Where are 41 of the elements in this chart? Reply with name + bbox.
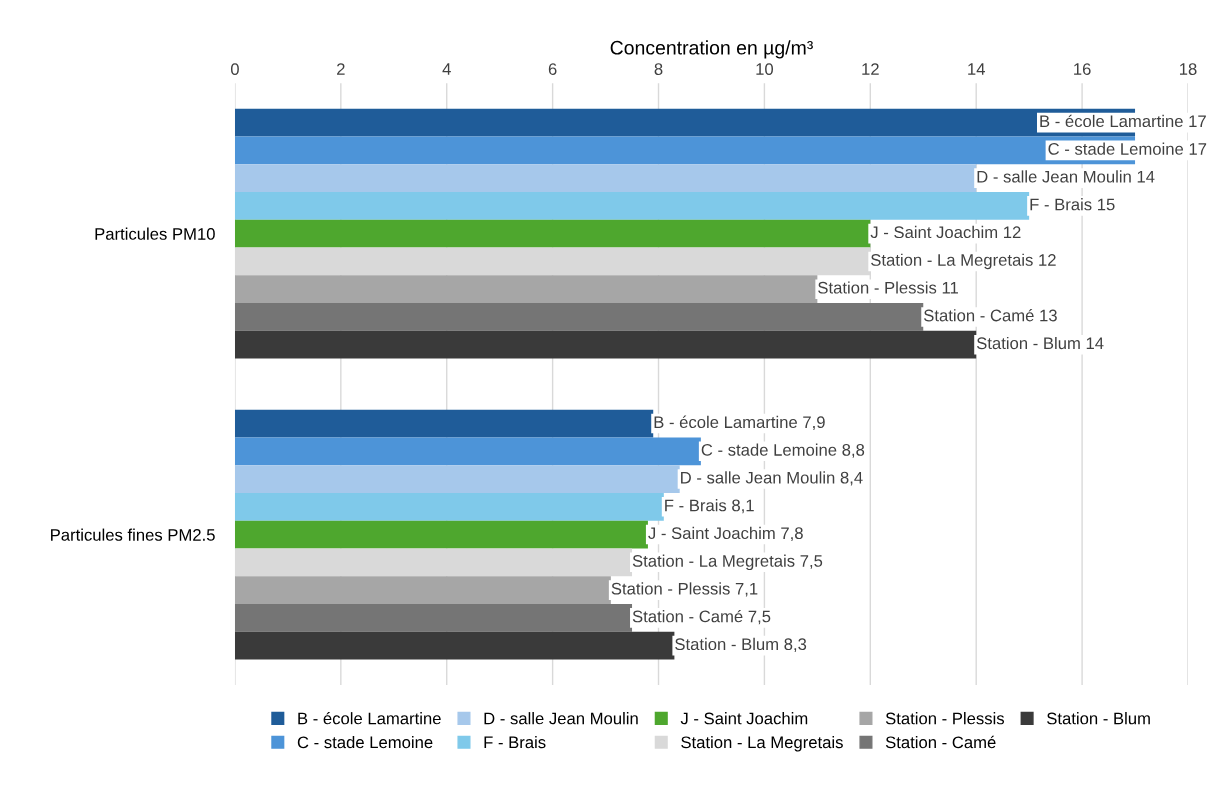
data-label: D - salle Jean Moulin 8,4 bbox=[681, 471, 863, 486]
x-tick-label: 2 bbox=[337, 63, 345, 75]
data-label: Station - La Megretais 7,5 bbox=[632, 554, 823, 571]
data-label: B - école Lamartine 17 bbox=[1040, 114, 1206, 128]
data-label: D - salle Jean Moulin 14 bbox=[977, 170, 1155, 183]
x-tick-label: 14 bbox=[968, 63, 985, 75]
legend-label: Station - Plessis bbox=[885, 712, 1005, 725]
data-label: C - stade Lemoine 8,8 bbox=[701, 443, 865, 458]
data-label: F - Brais 15 bbox=[1030, 198, 1115, 211]
x-tick-label: 8 bbox=[654, 63, 663, 75]
y-tick-label: Particules PM10 bbox=[95, 227, 215, 240]
data-label: Station - Blum 8,3 bbox=[675, 637, 807, 653]
data-label: F - Brais 8,1 bbox=[665, 499, 754, 514]
legend-label: Station - Blum bbox=[1047, 712, 1150, 725]
x-tick-label: 0 bbox=[230, 63, 239, 75]
x-tick-label: 12 bbox=[862, 63, 879, 75]
data-label: Station - Camé 7,5 bbox=[632, 609, 771, 625]
data-label: Station - Plessis 11 bbox=[818, 281, 958, 294]
data-label: Station - La Megretais 12 bbox=[871, 253, 1056, 270]
data-label: Station - Blum 14 bbox=[976, 336, 1104, 350]
x-tick-label: 10 bbox=[756, 63, 774, 75]
bar bbox=[234, 492, 664, 521]
y-tick-label: Particules fines PM2.5 bbox=[51, 528, 215, 541]
data-label: C - stade Lemoine 17 bbox=[1048, 142, 1207, 155]
data-label: Station - Camé 13 bbox=[924, 308, 1057, 322]
legend-label: Station - La Megretais bbox=[681, 735, 843, 752]
x-tick-label: 16 bbox=[1074, 63, 1091, 75]
legend-label: Station - Camé bbox=[885, 735, 996, 749]
data-label: J - Saint Joachim 12 bbox=[870, 225, 1021, 239]
data-label: J - Saint Joachim 7,8 bbox=[648, 526, 803, 542]
x-tick-label: 6 bbox=[548, 63, 557, 75]
data-label: Station - Plessis 7,1 bbox=[611, 582, 758, 597]
legend-label: F - Brais bbox=[484, 735, 546, 749]
legend-label: J - Saint Joachim bbox=[680, 712, 808, 725]
data-label: B - école Lamartine 7,9 bbox=[654, 415, 825, 431]
legend-label: C - stade Lemoine bbox=[297, 735, 433, 749]
legend-label: B - école Lamartine bbox=[298, 711, 441, 725]
x-tick-label: 18 bbox=[1179, 63, 1197, 75]
x-tick-label: 4 bbox=[442, 63, 451, 75]
legend-label: D - salle Jean Moulin bbox=[484, 712, 638, 725]
x-axis-title: Concentration en µg/m³ bbox=[610, 40, 813, 59]
